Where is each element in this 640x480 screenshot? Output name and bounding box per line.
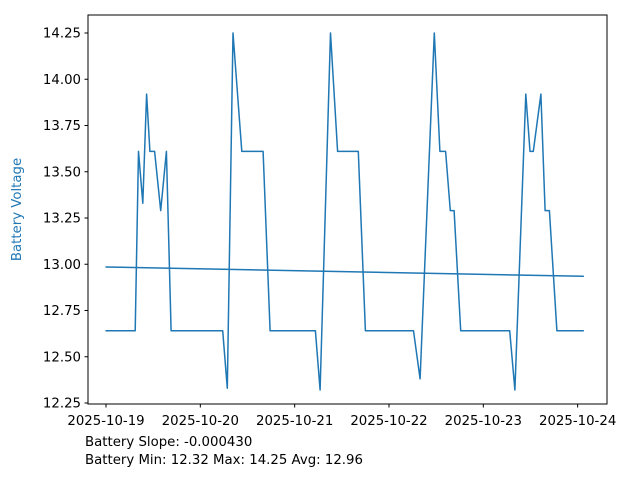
x-tick-label: 2025-10-24 — [539, 414, 616, 429]
y-tick-label: 13.75 — [43, 119, 81, 134]
y-tick-label: 12.75 — [43, 304, 81, 319]
annotation-stats: Battery Min: 12.32 Max: 14.25 Avg: 12.96 — [85, 453, 363, 468]
axes-frame — [87, 14, 608, 405]
x-tick-label: 2025-10-21 — [256, 414, 333, 429]
y-tick-label: 13.50 — [43, 165, 81, 180]
y-tick-label: 12.50 — [43, 350, 81, 365]
y-tick-label: 12.25 — [43, 397, 81, 412]
x-tick-label: 2025-10-22 — [350, 414, 427, 429]
y-tick-label: 13.00 — [43, 258, 81, 273]
annotation-slope: Battery Slope: -0.000430 — [85, 435, 252, 450]
x-tick-label: 2025-10-23 — [445, 414, 522, 429]
battery-voltage-line — [105, 32, 585, 391]
y-axis-label: Battery Voltage — [10, 158, 25, 261]
y-tick-label: 13.25 — [43, 212, 81, 227]
plot-area: 12.25 12.50 12.75 13.00 13.25 13.50 13.75 14.00… — [43, 14, 616, 429]
battery-trend-line — [105, 266, 585, 278]
y-tick-label: 14.25 — [43, 27, 81, 42]
x-tick-label: 2025-10-20 — [162, 414, 239, 429]
x-tick-label: 2025-10-19 — [67, 414, 144, 429]
y-tick-label: 14.00 — [43, 73, 81, 88]
